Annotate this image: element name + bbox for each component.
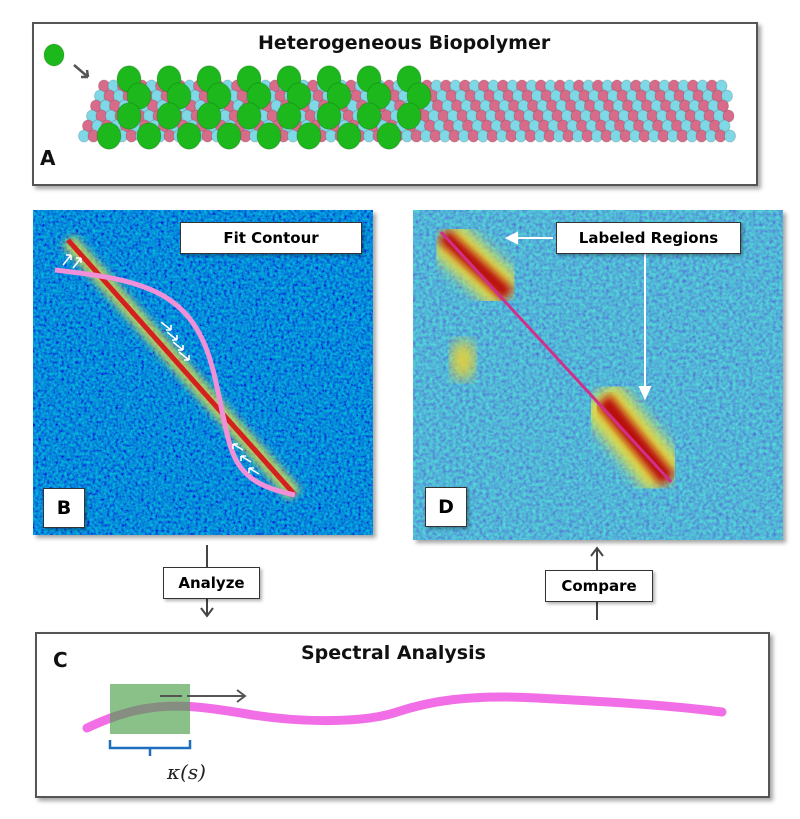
bound-green-bead: [136, 122, 162, 150]
fit-contour-label: Fit Contour: [180, 222, 362, 254]
window-bracket: [108, 740, 192, 756]
curvature-label: κ(s): [167, 760, 206, 784]
analyze-label: Analyze: [163, 567, 260, 599]
contour-curve: [82, 692, 727, 733]
bound-green-bead: [276, 102, 302, 130]
bound-green-bead: [256, 122, 282, 150]
panel-d-letter: D: [425, 487, 467, 527]
panel-b: Fit Contour B: [33, 210, 373, 535]
bound-green-bead: [396, 102, 422, 130]
sliding-window: [110, 684, 190, 734]
residual-arrows: [62, 254, 260, 475]
monomer-bead: [724, 129, 736, 143]
binding-arrow: [73, 64, 90, 79]
panel-c-title: Spectral Analysis: [301, 642, 486, 664]
bound-green-bead: [176, 122, 202, 150]
bound-green-bead: [356, 102, 382, 130]
free-green-bead: [43, 43, 65, 67]
bound-green-bead: [296, 122, 322, 150]
bound-green-bead: [316, 102, 342, 130]
bound-green-bead: [236, 102, 262, 130]
compare-label: Compare: [545, 570, 653, 602]
spectral-diagram: [82, 684, 727, 756]
bound-green-bead: [116, 102, 142, 130]
biopolymer-filament: [43, 43, 736, 150]
bound-green-bead: [336, 122, 362, 150]
fluorescence-image-b: [33, 210, 373, 535]
labeled-regions-label: Labeled Regions: [556, 222, 741, 254]
bound-green-bead: [156, 102, 182, 130]
panel-a: Heterogeneous Biopolymer A: [32, 22, 758, 186]
bound-green-bead: [216, 122, 242, 150]
panel-c-letter: C: [53, 648, 68, 672]
fluorescence-image-d: [413, 210, 783, 540]
fit-contour-curve: [54, 267, 296, 498]
panel-a-letter: A: [40, 146, 56, 170]
panel-c: C Spectral Analysis κ(s): [35, 632, 770, 798]
slide-arrow: [160, 689, 247, 703]
panel-d: Labeled Regions D: [413, 210, 783, 540]
panel-a-title: Heterogeneous Biopolymer: [258, 32, 551, 54]
bound-green-bead: [96, 122, 122, 150]
panel-b-letter: B: [43, 488, 85, 528]
bound-green-bead: [376, 122, 402, 150]
bound-green-bead: [196, 102, 222, 130]
